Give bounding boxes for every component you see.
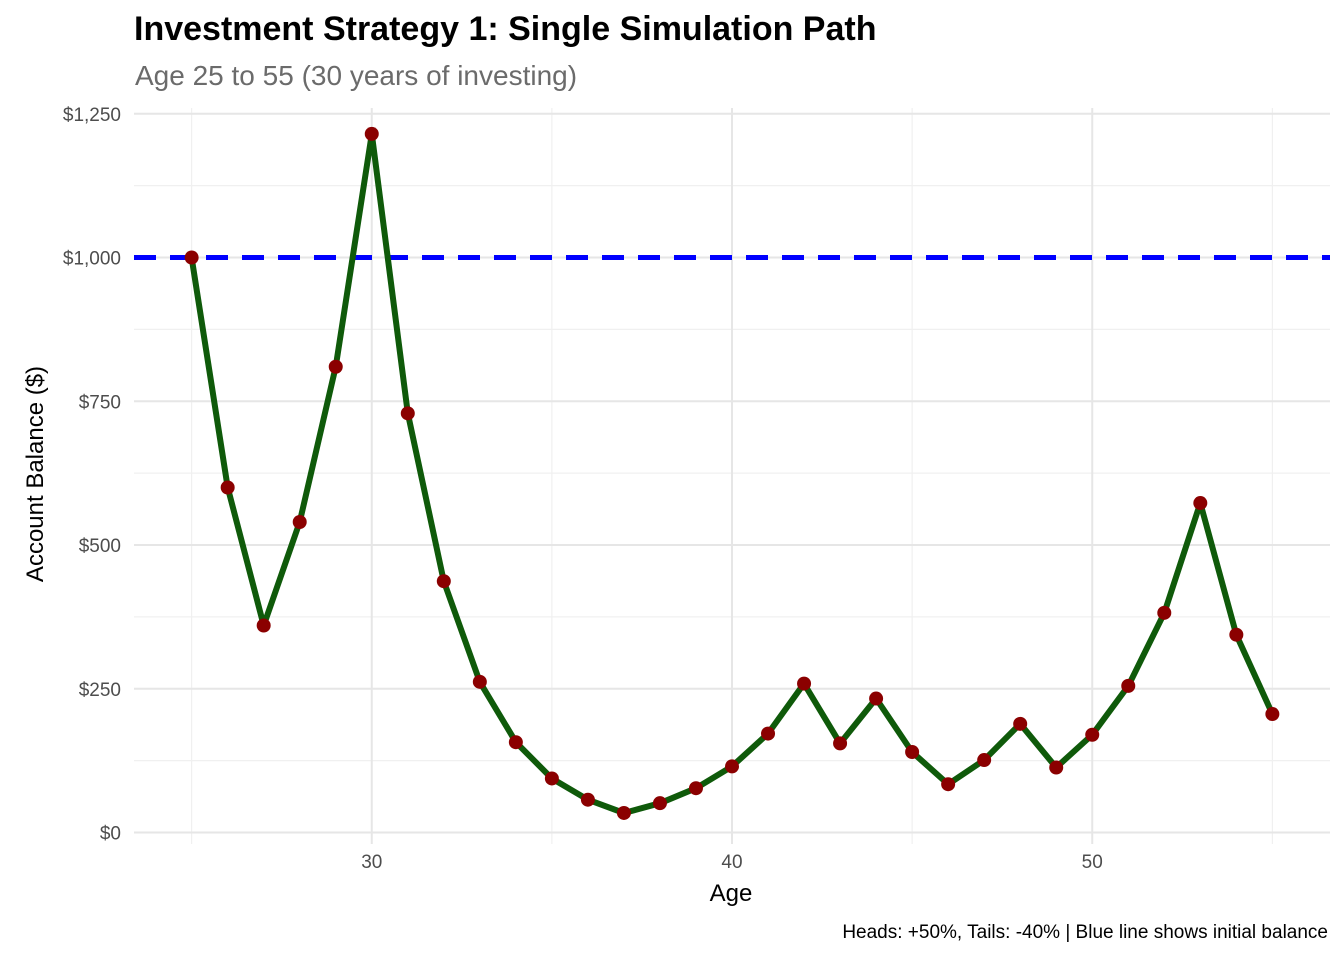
data-point — [761, 726, 776, 741]
y-tick-label: $1,000 — [63, 249, 121, 270]
data-point — [941, 777, 956, 792]
data-point — [688, 781, 703, 796]
data-point — [652, 796, 667, 811]
data-point — [1013, 716, 1028, 731]
data-point — [977, 753, 992, 768]
data-point — [1265, 707, 1280, 722]
data-point — [797, 676, 812, 691]
data-point — [364, 126, 379, 141]
data-point — [256, 618, 271, 633]
y-axis-tick-labels: $0 $250 $500 $750 $1,000 $1,250 — [63, 105, 121, 845]
data-point — [1049, 760, 1064, 775]
data-point — [725, 759, 739, 774]
data-point — [580, 792, 595, 807]
grid-major — [134, 108, 1330, 844]
y-tick-label: $250 — [79, 680, 121, 701]
data-point — [328, 359, 343, 374]
points-layer — [184, 126, 1280, 820]
data-point — [220, 480, 235, 495]
data-point — [400, 406, 415, 421]
data-point — [1157, 605, 1172, 620]
x-axis-title: Age — [710, 880, 753, 907]
chart-subtitle: Age 25 to 55 (30 years of investing) — [135, 60, 578, 91]
data-point — [905, 745, 920, 759]
y-tick-label: $500 — [79, 536, 121, 557]
y-tick-label: $0 — [100, 824, 121, 845]
chart-caption: Heads: +50%, Tails: -40% | Blue line sho… — [842, 922, 1328, 943]
data-point — [1085, 727, 1100, 742]
x-tick-label: 30 — [361, 852, 382, 873]
data-point — [508, 735, 523, 750]
data-point — [833, 736, 848, 751]
data-point — [436, 574, 451, 589]
x-tick-label: 40 — [721, 852, 742, 873]
y-tick-label: $1,250 — [63, 105, 121, 126]
x-axis-tick-labels: 30 40 50 — [361, 852, 1103, 873]
y-axis-title: Account Balance ($) — [22, 366, 49, 582]
data-point — [184, 250, 199, 265]
data-point — [869, 691, 884, 706]
x-tick-label: 50 — [1082, 852, 1103, 873]
data-point — [1229, 627, 1244, 642]
y-tick-label: $750 — [79, 392, 121, 413]
data-point — [616, 805, 631, 820]
data-point — [292, 515, 307, 529]
data-point — [544, 771, 559, 786]
data-point — [472, 674, 487, 689]
chart-title: Investment Strategy 1: Single Simulation… — [134, 10, 877, 48]
data-point — [1193, 496, 1208, 511]
data-point — [1121, 678, 1136, 693]
